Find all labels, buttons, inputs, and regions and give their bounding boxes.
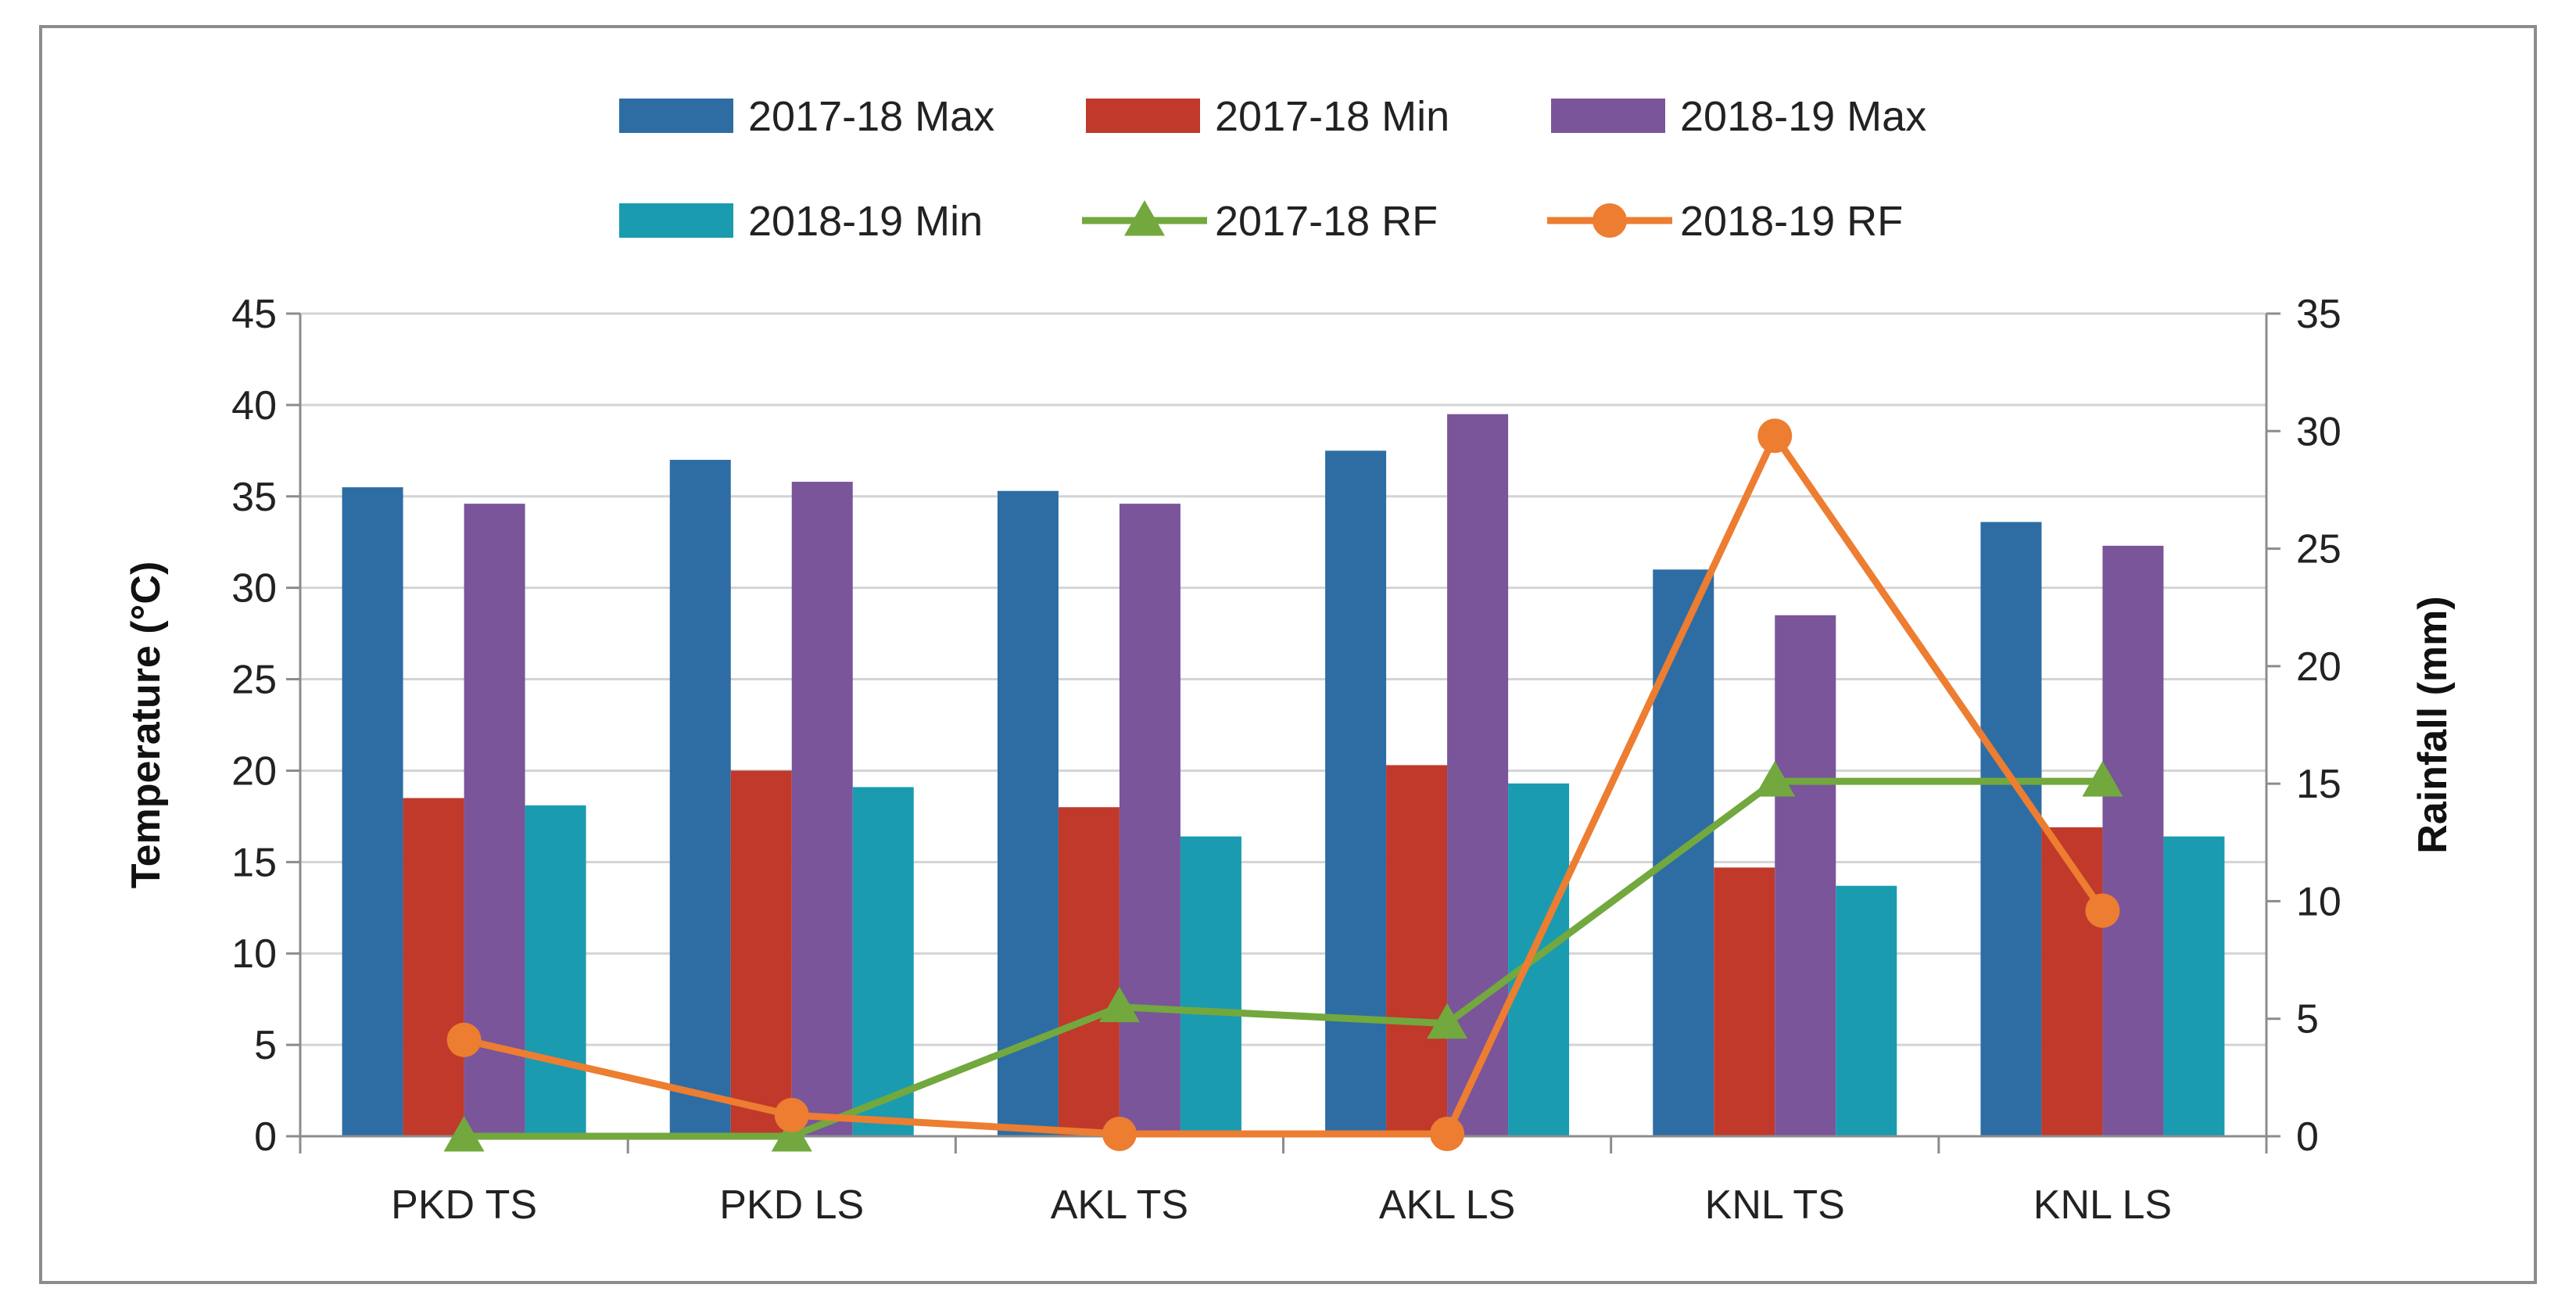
legend-label-2018-19-max: 2018-19 Max bbox=[1680, 93, 1926, 140]
x-category-label: AKL LS bbox=[1379, 1182, 1515, 1228]
legend-swatch-2017-18-min bbox=[1086, 99, 1200, 133]
legend-label-2018-19-min: 2018-19 Min bbox=[748, 198, 983, 245]
line-2018-19-rf bbox=[463, 432, 2106, 1138]
legend-label-2018-19-rf: 2018-19 RF bbox=[1680, 198, 1903, 245]
marker-2018-19-rf-pkd-ls bbox=[774, 1097, 809, 1132]
bar-2017-18-max-akl-ls bbox=[1325, 450, 1387, 1136]
bar-2018-19-min-pkd-ts bbox=[525, 805, 586, 1136]
right-tick-label: 10 bbox=[2296, 879, 2341, 924]
bar-2017-18-max-knl-ls bbox=[1980, 522, 2042, 1136]
legend-marker-2017-18-rf bbox=[1124, 200, 1165, 236]
y-axis-title: Temperature (°C) bbox=[124, 561, 169, 889]
legend-label-2017-18-rf: 2017-18 RF bbox=[1215, 198, 1438, 245]
legend-swatch-2018-19-min bbox=[619, 203, 733, 238]
marker-2018-19-rf-pkd-ts bbox=[446, 1022, 482, 1057]
marker-2018-19-rf-knl-ts bbox=[1757, 418, 1793, 454]
bar-2018-19-max-knl-ls bbox=[2102, 545, 2164, 1136]
marker-2018-19-rf-knl-ls bbox=[2085, 893, 2120, 928]
x-category-label: AKL TS bbox=[1051, 1182, 1188, 1228]
legend-label-2017-18-max: 2017-18 Max bbox=[748, 93, 994, 140]
left-tick-label: 15 bbox=[231, 840, 277, 885]
right-tick-label: 35 bbox=[2296, 292, 2341, 337]
x-category-label: KNL TS bbox=[1705, 1182, 1845, 1228]
legend-swatch-2018-19-max bbox=[1551, 99, 1665, 133]
left-tick-label: 5 bbox=[254, 1023, 277, 1068]
bar-2018-19-min-pkd-ls bbox=[852, 787, 914, 1136]
left-tick-label: 10 bbox=[231, 931, 277, 977]
x-category-label: PKD LS bbox=[719, 1182, 864, 1228]
right-tick-label: 5 bbox=[2296, 997, 2319, 1042]
marker-2017-18-rf-akl-ts bbox=[1098, 986, 1140, 1023]
plot-area: 0 5 10 15 20 25 30 35 40 45 0 5 10 15 20 25 30 35 PKD TS PK… bbox=[124, 292, 2456, 1228]
left-tick-label: 20 bbox=[231, 748, 277, 794]
left-tick-label: 0 bbox=[254, 1114, 277, 1160]
line-2017-18-rf bbox=[464, 777, 2103, 1140]
bar-2017-18-max-pkd-ls bbox=[669, 460, 731, 1136]
bar-2017-18-min-akl-ls bbox=[1386, 765, 1448, 1136]
legend-marker-2018-19-rf bbox=[1593, 203, 1627, 238]
marker-2017-18-rf-pkd-ts bbox=[443, 1116, 485, 1152]
right-tick-label: 0 bbox=[2296, 1114, 2319, 1160]
bar-2018-19-max-akl-ts bbox=[1119, 504, 1181, 1136]
x-category-label: PKD TS bbox=[391, 1182, 537, 1228]
left-tick-label: 35 bbox=[231, 475, 277, 520]
y2-axis-title: Rainfall (mm) bbox=[2410, 596, 2456, 853]
bar-2018-19-min-knl-ls bbox=[2163, 836, 2225, 1136]
left-tick-label: 30 bbox=[231, 566, 277, 612]
bar-2017-18-min-pkd-ls bbox=[730, 770, 792, 1136]
bar-2017-18-max-pkd-ts bbox=[342, 487, 403, 1136]
bar-2017-18-max-akl-ts bbox=[997, 490, 1059, 1136]
right-tick-label: 15 bbox=[2296, 762, 2341, 807]
marker-2018-19-rf-akl-ls bbox=[1430, 1116, 1465, 1151]
bar-2017-18-min-knl-ts bbox=[1714, 867, 1775, 1136]
marker-2017-18-rf-pkd-ls bbox=[771, 1116, 812, 1152]
bar-2018-19-max-pkd-ls bbox=[791, 482, 853, 1136]
x-category-label: KNL LS bbox=[2033, 1182, 2172, 1228]
bar-2017-18-min-pkd-ts bbox=[403, 798, 464, 1136]
right-tick-label: 25 bbox=[2296, 527, 2341, 572]
chart-svg: 2017-18 Max 2017-18 Min 2018-19 Max 2018-19… bbox=[124, 93, 2456, 1228]
legend-label-2017-18-min: 2017-18 Min bbox=[1215, 93, 1449, 140]
bar-2017-18-min-akl-ts bbox=[1058, 807, 1120, 1136]
right-tick-label: 30 bbox=[2296, 409, 2341, 454]
marker-2017-18-rf-akl-ls bbox=[1427, 1003, 1468, 1039]
bar-2018-19-max-knl-ts bbox=[1775, 615, 1836, 1136]
marker-2018-19-rf-akl-ts bbox=[1102, 1116, 1137, 1151]
bar-2018-19-min-knl-ts bbox=[1836, 885, 1897, 1136]
right-tick-label: 20 bbox=[2296, 644, 2341, 690]
marker-2017-18-rf-knl-ls bbox=[2082, 761, 2123, 797]
left-tick-label: 45 bbox=[231, 292, 277, 337]
bar-2018-19-min-akl-ts bbox=[1180, 836, 1241, 1136]
bar-2017-18-min-knl-ls bbox=[2041, 827, 2103, 1136]
left-tick-label: 25 bbox=[231, 658, 277, 703]
chart-frame: 2017-18 Max 2017-18 Min 2018-19 Max 2018-19… bbox=[39, 25, 2537, 1284]
legend-swatch-2017-18-max bbox=[619, 99, 733, 133]
legend: 2017-18 Max 2017-18 Min 2018-19 Max 2018-19… bbox=[619, 93, 1926, 245]
left-tick-label: 40 bbox=[231, 383, 277, 429]
marker-2017-18-rf-knl-ts bbox=[1754, 761, 1796, 797]
